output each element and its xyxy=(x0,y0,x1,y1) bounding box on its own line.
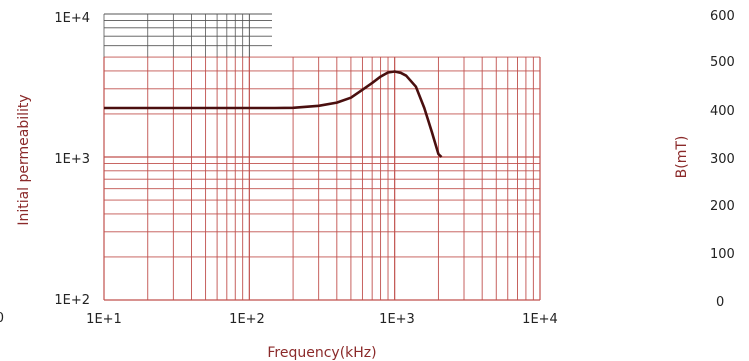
right-chart-y-tick: 600 xyxy=(710,9,735,24)
y-axis-title: Initial permeability xyxy=(16,94,32,225)
right-chart-y-tick: 300 xyxy=(710,152,735,167)
right-chart-y-tick: 0 xyxy=(716,295,724,310)
x-tick-label: 1E+3 xyxy=(379,312,415,327)
y-tick-label: 1E+4 xyxy=(54,11,90,26)
right-chart-y-tick: 500 xyxy=(710,55,735,70)
right-chart-y-tick: 400 xyxy=(710,104,735,119)
x-tick-label: 1E+4 xyxy=(522,312,558,327)
right-chart-y-title: B(mT) xyxy=(674,136,690,179)
right-chart-y-tick: 200 xyxy=(710,199,735,214)
right-chart-y-tick: 100 xyxy=(710,247,735,262)
x-tick-label: 1E+1 xyxy=(86,312,122,327)
grid-lines xyxy=(103,13,541,301)
left-edge-tick: 0 xyxy=(0,311,4,326)
y-tick-label: 1E+3 xyxy=(54,152,90,167)
x-axis-title: Frequency(kHz) xyxy=(267,345,376,361)
y-tick-label: 1E+2 xyxy=(54,293,90,308)
x-tick-label: 1E+2 xyxy=(229,312,265,327)
series-line xyxy=(104,70,443,158)
series-layer xyxy=(104,70,443,158)
